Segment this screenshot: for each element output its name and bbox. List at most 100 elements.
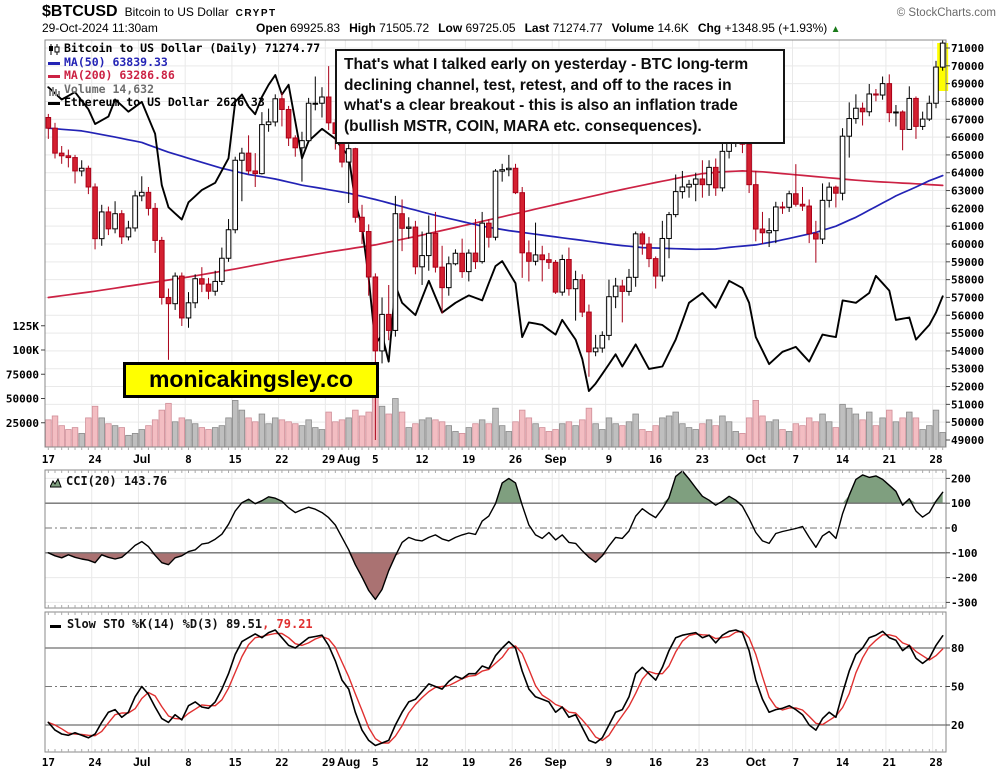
volume-bars-icon	[48, 85, 60, 96]
legend-text: Bitcoin to US Dollar (Daily) 71274.77	[64, 41, 321, 55]
chg-up-triangle-icon: ▲	[830, 24, 841, 35]
low-label: Low	[438, 21, 463, 35]
svg-text:100: 100	[951, 497, 971, 510]
last-label: Last	[524, 21, 550, 35]
svg-text:50000: 50000	[951, 416, 984, 429]
sto-d-value: 79.21	[276, 617, 313, 631]
chart-header: $BTCUSD Bitcoin to US Dollar CRYPT © Sto…	[42, 3, 996, 21]
svg-text:Oct: Oct	[746, 755, 766, 769]
svg-text:Jul: Jul	[133, 755, 150, 769]
open-label: Open	[256, 21, 287, 35]
quote-fields: Open 69925.83 High 71505.72 Low 69725.05…	[256, 21, 840, 35]
svg-text:70000: 70000	[951, 60, 984, 73]
svg-text:57000: 57000	[951, 291, 984, 304]
svg-text:50: 50	[951, 681, 964, 694]
legend-row-2[interactable]: MA(200) 63286.86	[48, 68, 320, 83]
legend-row-4[interactable]: Ethereum to US Dollar 2626.33	[48, 95, 320, 110]
svg-text:17: 17	[42, 756, 55, 769]
cci-label: CCI(20)	[66, 474, 117, 488]
legend-text: MA(200) 63286.86	[64, 68, 175, 82]
svg-text:9: 9	[606, 756, 613, 769]
svg-text:12: 12	[415, 756, 428, 769]
svg-text:67000: 67000	[951, 113, 984, 126]
svg-text:5: 5	[372, 453, 379, 466]
legend-text: MA(50) 63839.33	[64, 54, 168, 69]
svg-text:22: 22	[275, 453, 288, 466]
svg-text:Sep: Sep	[545, 452, 567, 466]
cci-legend: CCI(20) 143.76	[49, 474, 167, 488]
svg-text:55000: 55000	[951, 327, 984, 340]
svg-text:61000: 61000	[951, 220, 984, 233]
sto-label: Slow STO %K(14) %D(3)	[67, 617, 219, 631]
legend-row-0[interactable]: Bitcoin to US Dollar (Daily) 71274.77	[48, 41, 321, 56]
ma50-line-icon	[48, 58, 60, 67]
chg-label: Chg	[697, 21, 722, 35]
svg-text:60000: 60000	[951, 238, 984, 251]
exchange-label: CRYPT	[235, 8, 277, 19]
svg-text:17: 17	[42, 453, 55, 466]
svg-text:64000: 64000	[951, 167, 984, 180]
site-watermark[interactable]: monicakingsley.co	[123, 362, 379, 398]
svg-text:-300: -300	[951, 596, 978, 609]
stockcharts-brand[interactable]: © StockCharts.com	[896, 7, 996, 19]
svg-text:28: 28	[929, 756, 942, 769]
svg-text:49000: 49000	[951, 434, 984, 447]
last-value: 71274.77	[552, 21, 603, 35]
svg-text:8: 8	[185, 453, 192, 466]
svg-text:71000: 71000	[951, 42, 984, 55]
svg-text:51000: 51000	[951, 398, 984, 411]
svg-text:9: 9	[606, 453, 613, 466]
cci-area-icon	[49, 477, 62, 487]
legend-row-1[interactable]: MA(50) 63839.33	[48, 54, 320, 70]
svg-text:69000: 69000	[951, 78, 984, 91]
quote-datetime: 29-Oct-2024 11:30am	[42, 21, 158, 35]
svg-text:19: 19	[462, 756, 475, 769]
svg-text:66000: 66000	[951, 131, 984, 144]
svg-text:75000: 75000	[6, 368, 39, 381]
svg-text:29: 29	[322, 453, 335, 466]
svg-text:24: 24	[88, 756, 102, 769]
svg-text:26: 26	[509, 756, 523, 769]
svg-text:14: 14	[836, 453, 850, 466]
svg-text:56000: 56000	[951, 309, 984, 322]
svg-text:62000: 62000	[951, 202, 984, 215]
svg-text:29: 29	[322, 756, 335, 769]
legend-text: Ethereum to US Dollar 2626.33	[64, 95, 265, 109]
svg-text:52000: 52000	[951, 381, 984, 394]
svg-text:58000: 58000	[951, 274, 984, 287]
svg-text:24: 24	[88, 453, 102, 466]
svg-text:22: 22	[275, 756, 288, 769]
svg-text:100K: 100K	[13, 344, 40, 357]
svg-text:Sep: Sep	[545, 755, 567, 769]
svg-text:80: 80	[951, 642, 964, 655]
svg-text:Oct: Oct	[746, 452, 766, 466]
high-label: High	[349, 21, 376, 35]
svg-text:21: 21	[883, 756, 897, 769]
svg-text:28: 28	[929, 453, 942, 466]
svg-text:14: 14	[836, 756, 850, 769]
svg-text:59000: 59000	[951, 256, 984, 269]
legend-row-3[interactable]: Volume 14,632	[48, 82, 320, 97]
svg-text:125K: 125K	[13, 320, 40, 333]
svg-text:23: 23	[696, 453, 709, 466]
symbol[interactable]: $BTCUSD	[42, 3, 118, 20]
svg-text:23: 23	[696, 756, 709, 769]
svg-text:25000: 25000	[6, 417, 39, 430]
svg-text:0: 0	[951, 522, 958, 535]
svg-text:16: 16	[649, 453, 663, 466]
svg-text:-200: -200	[951, 572, 978, 585]
svg-text:12: 12	[415, 453, 428, 466]
low-value: 69725.05	[465, 21, 516, 35]
svg-text:5: 5	[372, 756, 379, 769]
svg-text:Aug: Aug	[337, 755, 360, 769]
svg-text:16: 16	[649, 756, 663, 769]
svg-text:Jul: Jul	[133, 452, 150, 466]
open-value: 69925.83	[290, 21, 341, 35]
svg-text:26: 26	[509, 453, 523, 466]
svg-text:8: 8	[185, 756, 192, 769]
eth-line-icon	[48, 98, 60, 107]
svg-text:19: 19	[462, 453, 475, 466]
svg-text:15: 15	[229, 453, 242, 466]
candlestick-icon	[48, 44, 60, 56]
